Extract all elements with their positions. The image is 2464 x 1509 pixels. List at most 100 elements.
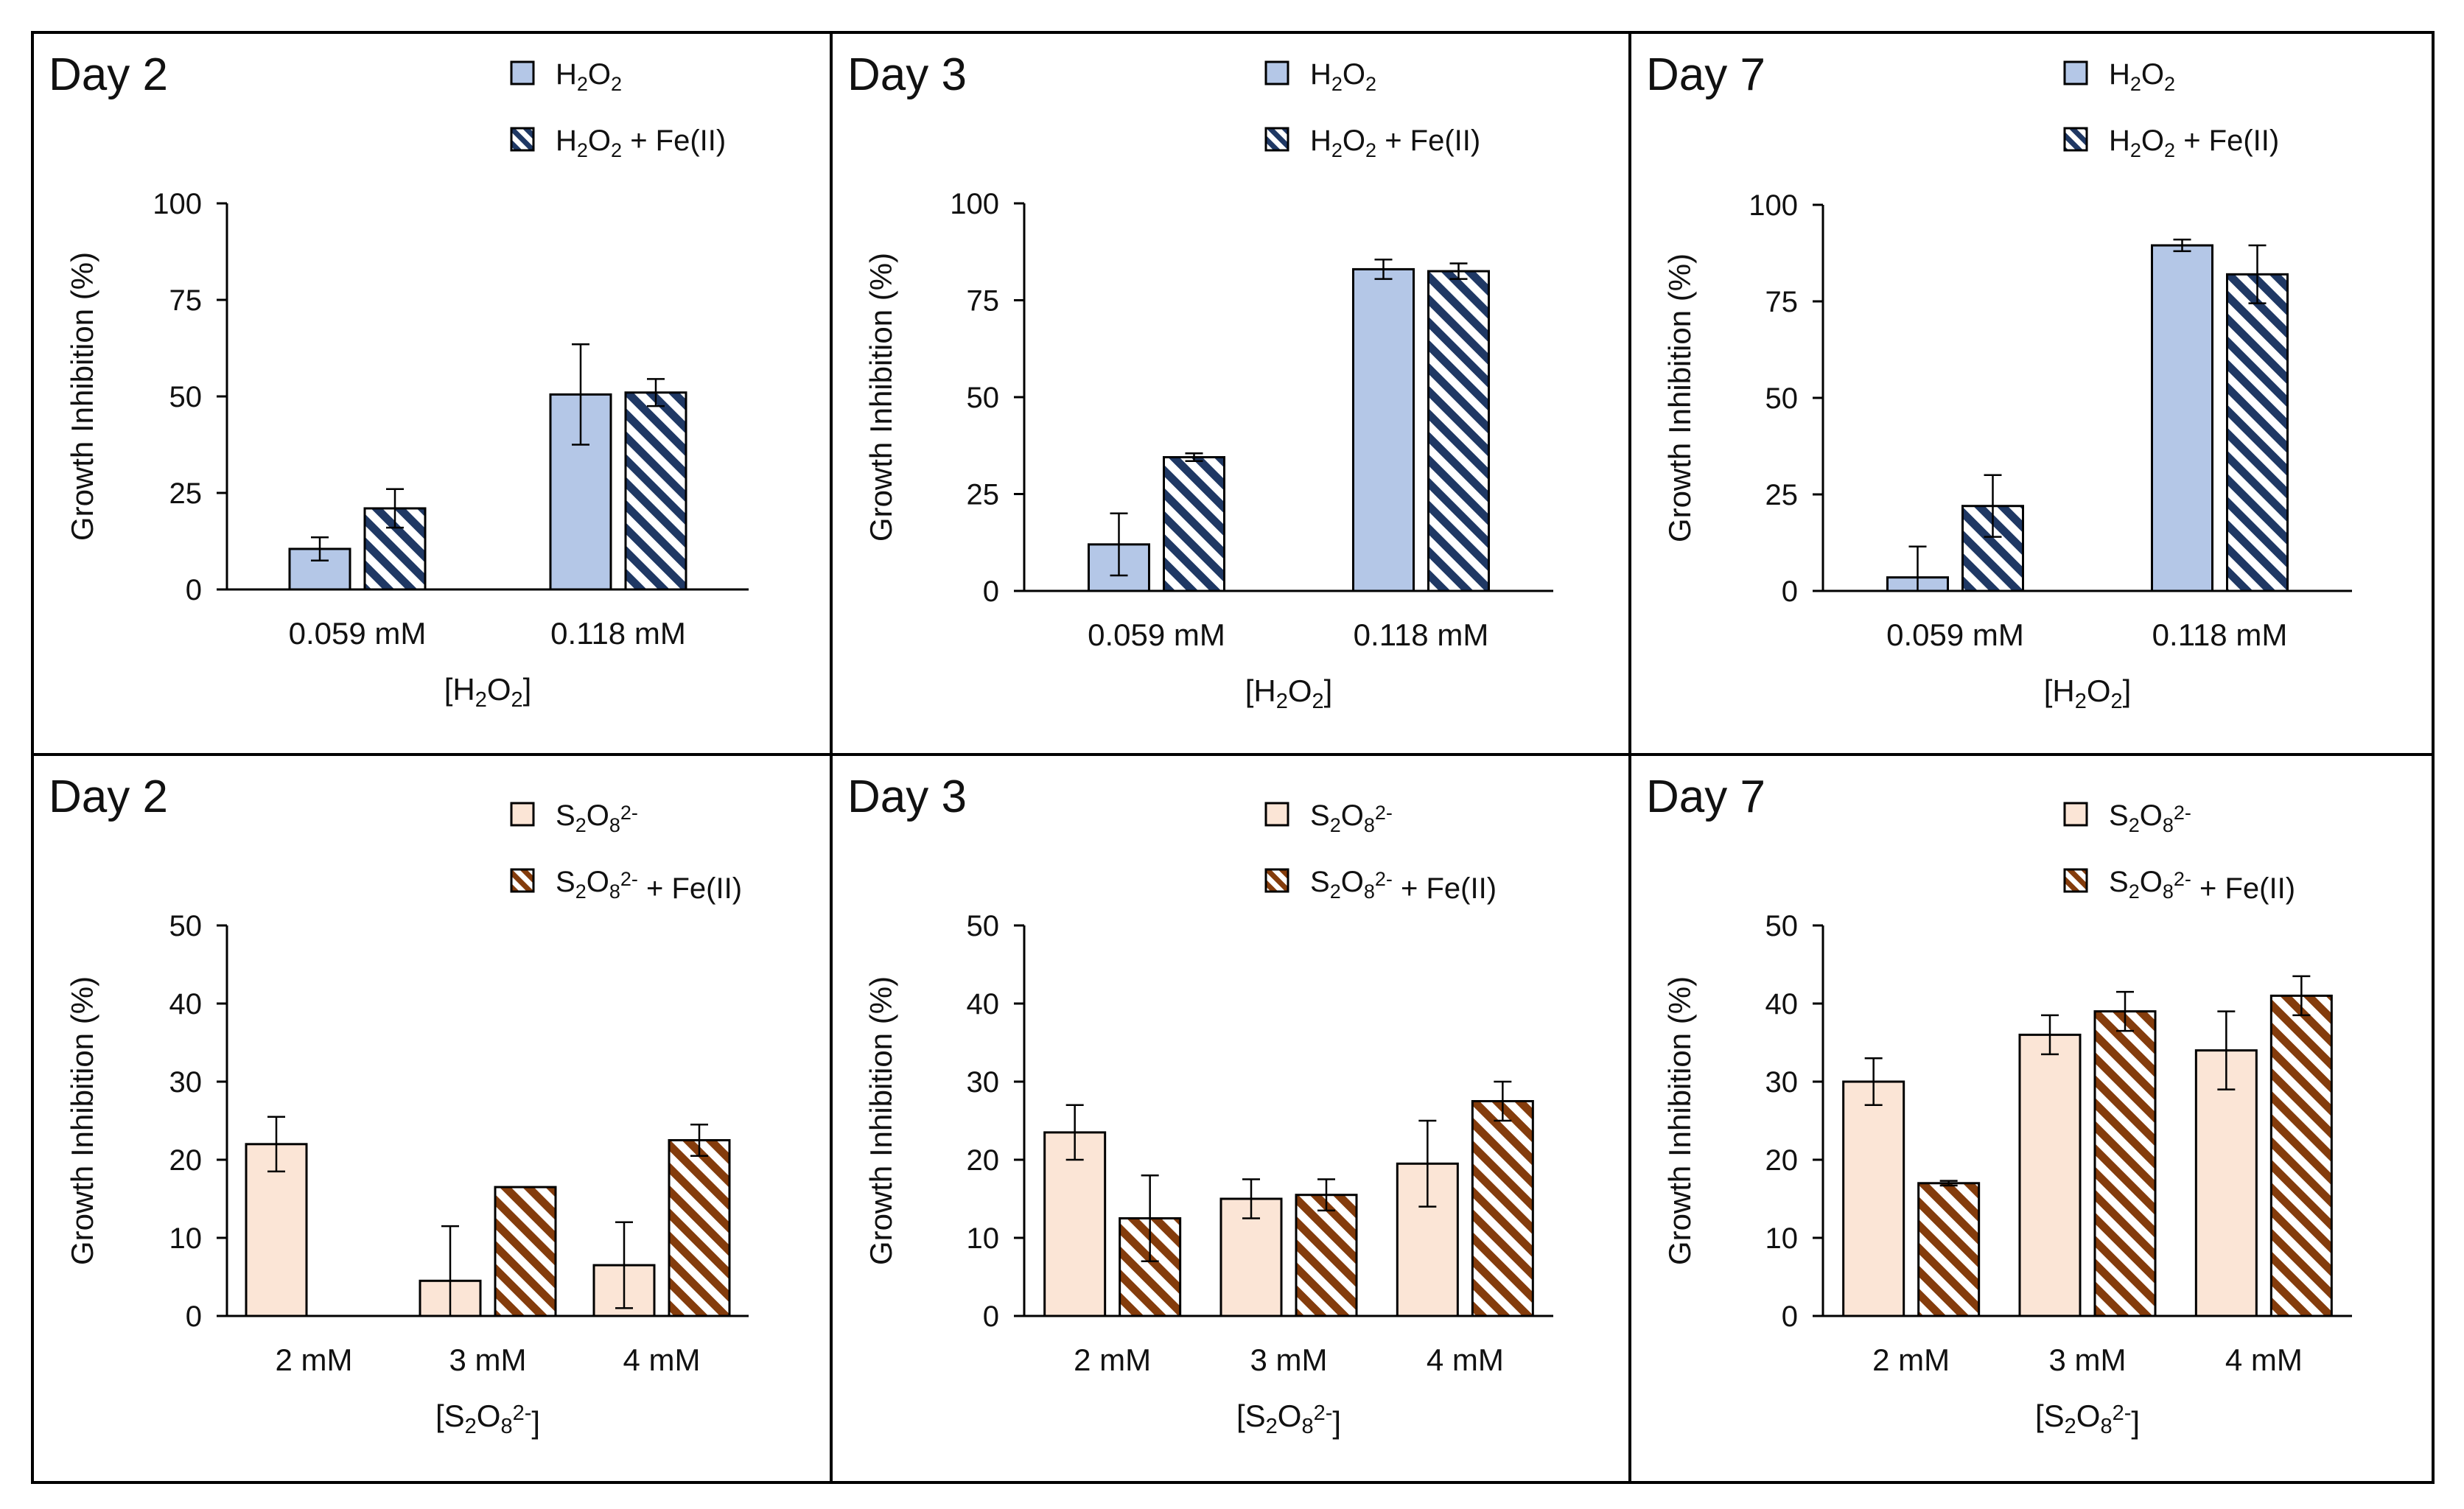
- legend-label-2-part: 2: [575, 880, 587, 903]
- legend-label-1-part: H: [2109, 58, 2130, 91]
- x-tick-label: 2 mM: [1074, 1342, 1151, 1377]
- y-tick-label: 100: [153, 188, 202, 220]
- x-axis-label-part: [H: [2044, 673, 2075, 708]
- y-tick-label: 10: [967, 1222, 1000, 1255]
- x-axis-label-part: 2: [1266, 1415, 1278, 1438]
- legend-label-2: H2O2 + Fe(II): [2109, 125, 2279, 161]
- legend-label-1-part: O: [1341, 799, 1364, 832]
- y-tick-label: 10: [1765, 1222, 1799, 1255]
- legend-label-2-part: + Fe(II): [1376, 125, 1480, 157]
- bar-hatched-2: [1427, 270, 1490, 592]
- legend-label-2-part: 2: [2129, 880, 2140, 903]
- panel-6: Day 7 S2O82-S2O82- + Fe(II)01020304050Gro…: [1628, 753, 2435, 1484]
- legend-label-1: H2O2: [1310, 58, 1376, 95]
- x-axis-label: [S2O82-]: [435, 1398, 540, 1440]
- y-tick-label: 0: [983, 1300, 999, 1333]
- y-tick-label: 75: [169, 284, 203, 317]
- legend-label-2: H2O2 + Fe(II): [556, 125, 726, 161]
- panel-border: [1628, 31, 2435, 756]
- y-tick-label: 50: [169, 910, 203, 942]
- bar-hatched-1: [1917, 1182, 1981, 1317]
- legend-label-1-part: S: [1310, 799, 1330, 832]
- legend-label-2-part: H: [556, 125, 577, 157]
- x-axis-label-part: 2-: [2113, 1401, 2132, 1425]
- legend-label-1-part: O: [587, 799, 609, 832]
- legend-label-1-part: 2: [1365, 73, 1376, 95]
- y-axis-label: Growth Inhibition (%): [1662, 976, 1697, 1265]
- legend-label-2-part: + Fe(II): [2175, 125, 2279, 157]
- bar-hatched-2: [2226, 273, 2289, 592]
- legend-label-1-part: O: [1343, 58, 1365, 91]
- legend-swatch-hatched: [2063, 127, 2088, 152]
- legend-label-1: S2O82-: [1310, 799, 1393, 836]
- x-axis-label-part: ]: [2131, 1405, 2140, 1440]
- x-tick-label: 0.059 mM: [289, 616, 427, 651]
- legend-label-1-part: 8: [2163, 814, 2174, 836]
- x-axis-label-part: O: [2076, 1398, 2101, 1433]
- x-axis-label-part: ]: [2123, 673, 2132, 708]
- legend-label-2-part: 2-: [620, 868, 638, 890]
- legend-label-2-part: + Fe(II): [638, 872, 742, 905]
- x-axis-label-part: 8: [500, 1415, 512, 1438]
- legend-swatch-solid: [510, 60, 535, 85]
- bar-hatched-2: [1295, 1194, 1358, 1317]
- x-axis-label-part: 2: [511, 688, 523, 712]
- x-tick-label: 3 mM: [449, 1342, 527, 1377]
- x-axis-label-part: 2: [465, 1415, 477, 1438]
- y-tick-label: 0: [186, 574, 202, 606]
- y-axis-label: Growth Inhibition (%): [65, 252, 99, 541]
- legend-label-1-part: H: [1310, 58, 1331, 91]
- legend-label-1-part: H: [556, 58, 577, 91]
- x-tick-label: 2 mM: [1872, 1342, 1950, 1377]
- legend-label-2: S2O82- + Fe(II): [2109, 866, 2295, 905]
- x-axis-label-part: [H: [444, 672, 475, 707]
- panel-title: Day 3: [847, 49, 967, 100]
- legend-label-2-part: S: [2109, 866, 2129, 898]
- bar-solid-1: [1842, 1080, 1905, 1317]
- x-axis-label-part: 2-: [513, 1401, 532, 1425]
- legend-swatch-solid: [1264, 60, 1289, 85]
- x-axis-label: [S2O82-]: [1236, 1398, 1341, 1440]
- x-axis-label-part: ]: [1324, 673, 1333, 708]
- bar-solid-2: [2018, 1033, 2082, 1317]
- panel-title: Day 7: [1646, 49, 1765, 100]
- legend-label-2-part: 8: [2163, 880, 2174, 903]
- x-tick-label: 4 mM: [2225, 1342, 2303, 1377]
- y-tick-label: 40: [169, 988, 203, 1020]
- x-tick-label: 0.059 mM: [1886, 617, 2024, 652]
- legend-swatch-solid: [2063, 60, 2088, 85]
- legend-label-1-part: 8: [609, 814, 620, 836]
- legend-label-1-part: S: [556, 799, 575, 832]
- y-tick-label: 100: [950, 188, 999, 220]
- legend-label-1: S2O82-: [2109, 799, 2191, 836]
- y-tick-label: 20: [169, 1144, 203, 1177]
- y-tick-label: 0: [983, 575, 999, 608]
- y-tick-label: 50: [1765, 382, 1799, 415]
- bar-hatched-3: [2269, 994, 2333, 1317]
- legend-swatch-solid: [510, 802, 535, 827]
- y-tick-label: 25: [1765, 479, 1799, 511]
- legend-label-2: S2O82- + Fe(II): [556, 866, 742, 905]
- legend-label-1-part: 8: [1364, 814, 1375, 836]
- legend-label-2-part: O: [588, 125, 611, 157]
- legend-label-2-part: O: [2140, 866, 2163, 898]
- bar-hatched-2: [624, 391, 687, 591]
- legend-swatch-hatched: [1264, 868, 1289, 893]
- legend-label-2-part: 8: [1364, 880, 1375, 903]
- x-tick-label: 0.059 mM: [1088, 617, 1225, 652]
- x-axis-label-part: 2: [2065, 1415, 2076, 1438]
- x-axis-label-part: [S: [2035, 1398, 2065, 1433]
- legend-swatch-solid: [2063, 802, 2088, 827]
- y-tick-label: 50: [967, 910, 1000, 942]
- y-tick-label: 100: [1749, 189, 1798, 222]
- x-tick-label: 3 mM: [1250, 1342, 1328, 1377]
- x-axis-label-part: 2: [1276, 690, 1288, 713]
- legend-label-2-part: 2: [611, 139, 622, 161]
- panel-4: Day 2 S2O82-S2O82- + Fe(II)01020304050Gro…: [31, 753, 833, 1484]
- y-axis-label: Growth Inhibition (%): [65, 976, 99, 1265]
- x-axis-label-part: 2: [475, 688, 487, 712]
- legend-label-2: S2O82- + Fe(II): [1310, 866, 1497, 905]
- legend-label-2-part: 2: [1365, 139, 1376, 161]
- y-tick-label: 20: [1765, 1144, 1799, 1177]
